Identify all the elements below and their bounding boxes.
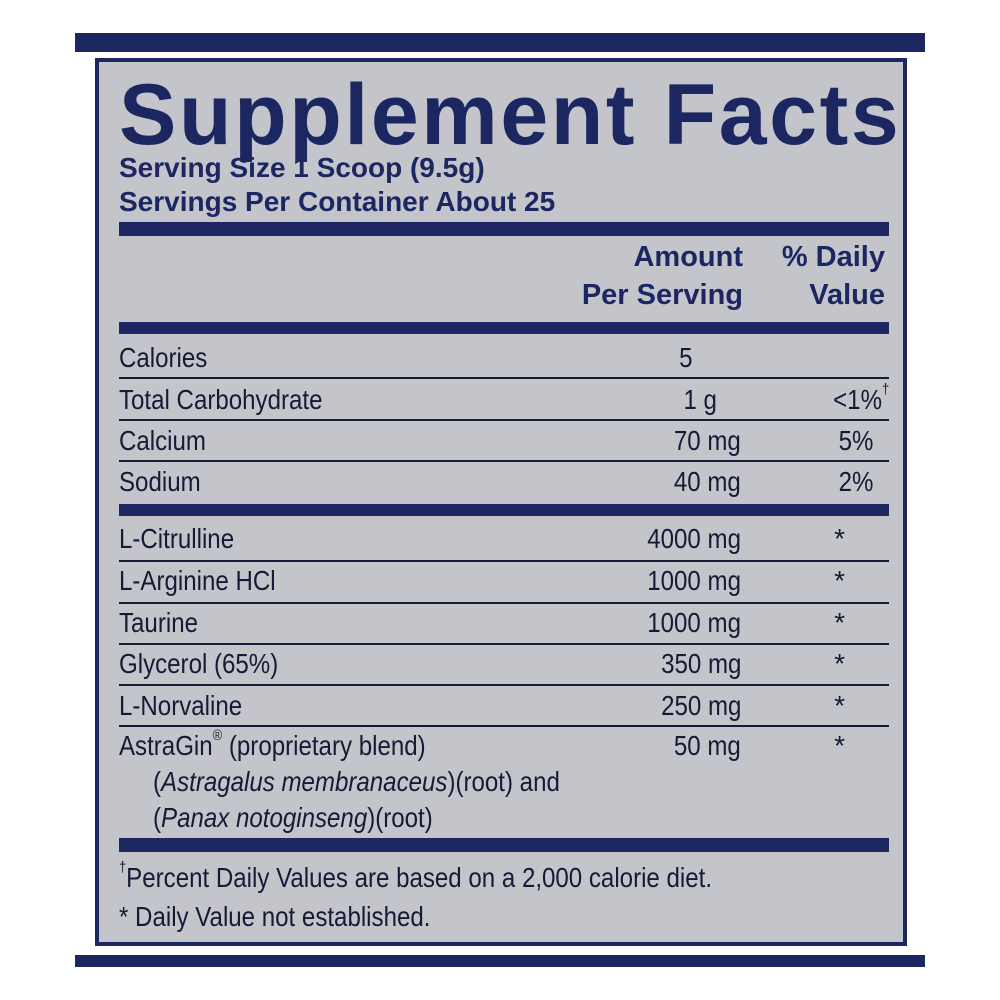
serving-size: Serving Size 1 Scoop (9.5g) [119,152,485,183]
divider-thin [119,460,889,462]
divider-thin [119,725,889,727]
divider-thick [119,504,889,516]
dv-header-line1: % Daily [781,241,885,273]
latin-name: Astragalus membranaceus [161,766,448,797]
ingredient-dv: * [834,648,845,679]
nutrient-amount: 70 mg [674,425,741,456]
footnote-not-established: * Daily Value not established. [119,901,431,932]
nutrient-row-calcium: Calcium 70 mg 5% [119,421,889,461]
ingredient-dv: * [834,607,845,638]
top-border-bar [75,33,925,52]
nutrient-dv: 2% [838,466,873,497]
dagger-mark: † [119,859,127,876]
divider-thick [119,838,889,852]
nutrient-name: Sodium [119,466,201,497]
nutrient-row-sodium: Sodium 40 mg 2% [119,462,889,502]
blend-descriptor: (proprietary blend) [222,730,426,761]
dagger-mark: † [881,381,889,398]
nutrient-amount: 5 [679,342,693,373]
ingredient-name: L-Arginine HCl [119,565,276,596]
blend-component-astragalus: (Astragalus membranaceus)(root) and [153,762,560,802]
divider-thick [119,222,889,236]
ingredient-amount: 1000 mg [647,607,741,638]
divider-thin [119,643,889,645]
blend-brand: AstraGin [119,730,213,761]
divider-thick [119,322,889,334]
nutrient-amount: 1 g [683,384,717,415]
divider-thin [119,602,889,604]
daily-value-header: % Daily Value [782,238,885,314]
footnote-text: Percent Daily Values are based on a 2,00… [126,862,713,893]
divider-thin [119,377,889,379]
part: )(root) and [447,766,560,797]
ingredient-amount: 50 mg [674,730,741,761]
latin-name: Panax notoginseng [161,802,368,833]
registered-mark: ® [212,727,223,744]
nutrient-amount: 40 mg [674,466,741,497]
amount-header: Amount Per Serving [582,238,743,314]
ingredient-row: L-Norvaline 250 mg * [119,686,889,726]
ingredient-row: L-Arginine HCl 1000 mg * [119,561,889,601]
amount-header-line2: Per Serving [581,279,743,311]
ingredient-dv: * [834,730,845,761]
divider-thin [119,684,889,686]
ingredient-name: L-Norvaline [119,690,243,721]
bottom-border-bar [75,955,925,967]
ingredient-dv: * [834,690,845,721]
blend-component-panax: (Panax notoginseng)(root) [153,798,433,838]
nutrient-row-calories: Calories 5 [119,338,889,378]
ingredient-amount: 350 mg [660,648,741,679]
divider-thin [119,560,889,562]
nutrient-row-carbohydrate: Total Carbohydrate 1 g <1%† [119,380,889,420]
nutrient-name: Calcium [119,425,206,456]
supplement-facts-panel: Supplement Facts Serving Size 1 Scoop (9… [95,58,907,946]
ingredient-row: Taurine 1000 mg * [119,603,889,643]
ingredient-name: Taurine [119,607,198,638]
amount-header-line1: Amount [633,241,743,273]
ingredient-amount: 4000 mg [647,523,741,554]
panel-title: Supplement Facts [119,67,902,163]
blend-name: AstraGin® (proprietary blend) [119,726,426,766]
paren: ( [153,766,162,797]
paren: ( [153,802,162,833]
dv-header-line2: Value [809,279,885,311]
ingredient-row: L-Citrulline 4000 mg * [119,519,889,559]
ingredient-row: Glycerol (65%) 350 mg * [119,644,889,684]
ingredient-name: Glycerol (65%) [119,648,279,679]
ingredient-row-astragin: AstraGin® (proprietary blend) 50 mg * (A… [119,726,889,838]
ingredient-amount: 1000 mg [647,565,741,596]
servings-per-container: Servings Per Container About 25 [119,186,556,217]
divider-thin [119,419,889,421]
nutrient-name: Calories [119,342,208,373]
dv-value: <1% [832,384,882,415]
part: )(root) [367,802,433,833]
ingredient-dv: * [834,565,845,596]
nutrient-name: Total Carbohydrate [119,384,323,415]
ingredient-name: L-Citrulline [119,523,235,554]
ingredient-amount: 250 mg [660,690,741,721]
ingredient-dv: * [834,523,845,554]
nutrient-dv: <1%† [833,380,889,420]
footnote-percent-dv: †Percent Daily Values are based on a 2,0… [119,858,712,898]
nutrient-dv: 5% [838,425,873,456]
